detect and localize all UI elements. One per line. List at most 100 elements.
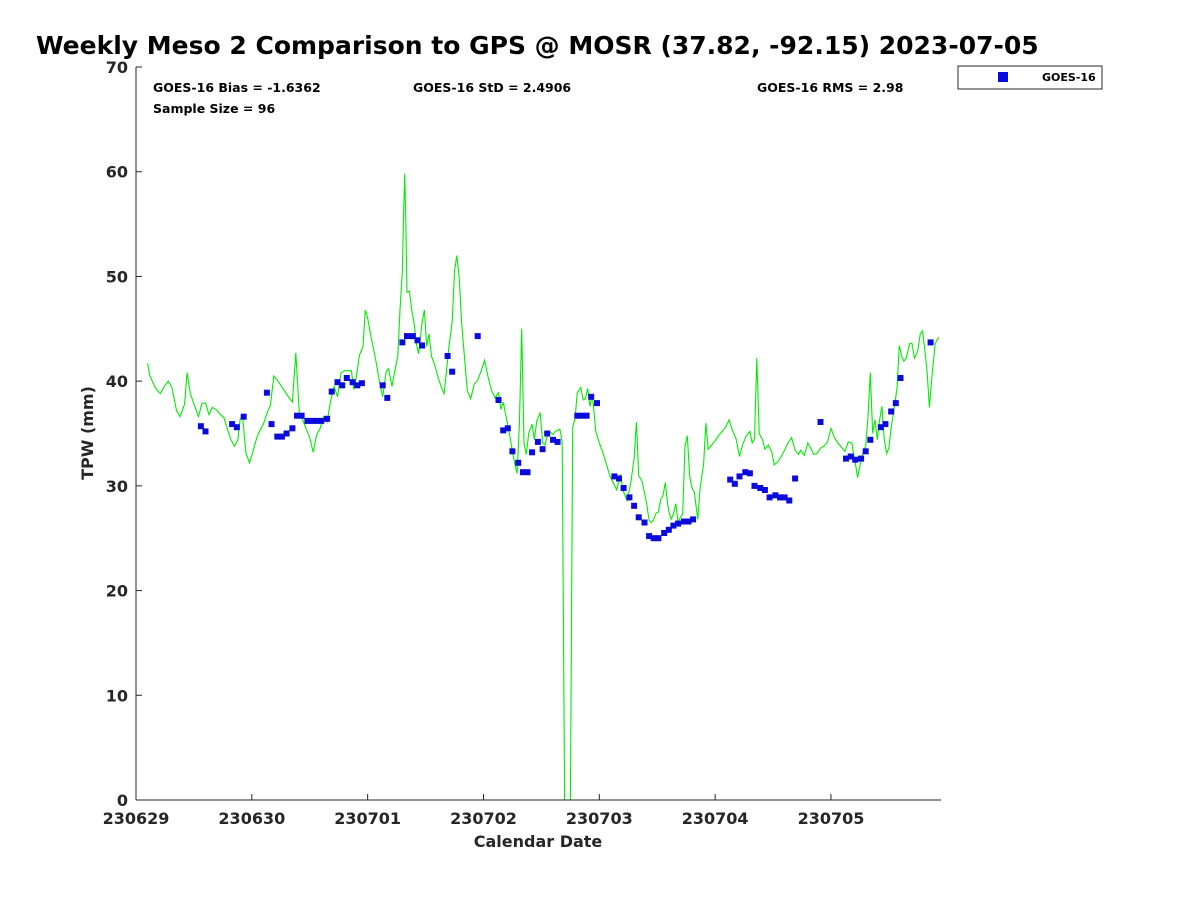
- goes16-point: [233, 424, 240, 431]
- goes16-point: [289, 425, 296, 432]
- goes16-point: [449, 368, 456, 375]
- goes16-point: [757, 485, 764, 491]
- goes16-point: [309, 417, 316, 424]
- goes16-point: [444, 353, 451, 359]
- goes16-point: [263, 389, 270, 396]
- y-tick-label: 60: [106, 163, 128, 182]
- y-tick-label: 50: [106, 267, 128, 286]
- chart-title: Weekly Meso 2 Comparison to GPS @ MOSR (…: [36, 31, 1039, 60]
- x-axis-label: Calendar Date: [474, 832, 603, 851]
- goes16-point: [318, 417, 325, 424]
- goes16-point: [847, 453, 854, 460]
- goes16-point: [574, 412, 581, 419]
- goes16-point: [414, 337, 421, 344]
- goes16-series-markers: [197, 333, 934, 542]
- y-axis-ticks: 0 10 20 30 40 50 60 70: [106, 58, 142, 810]
- goes16-point: [690, 516, 697, 523]
- goes16-point: [626, 494, 633, 501]
- goes16-point: [620, 485, 627, 491]
- goes16-point: [635, 514, 642, 521]
- legend-box: [957, 65, 1103, 90]
- goes16-point: [792, 475, 799, 482]
- goes16-point: [328, 388, 335, 395]
- goes16-point: [731, 480, 738, 487]
- goes16-point: [892, 400, 899, 407]
- goes16-point: [554, 438, 561, 445]
- goes16-point: [751, 482, 758, 489]
- goes16-point: [229, 421, 236, 428]
- x-tick-label: 230702: [450, 809, 517, 828]
- y-tick-label: 0: [117, 791, 128, 810]
- x-tick-label: 230630: [218, 809, 285, 828]
- goes16-point: [777, 494, 783, 501]
- goes16-point: [665, 526, 672, 533]
- goes16-point: [500, 427, 507, 434]
- goes16-point: [888, 408, 895, 415]
- goes16-point: [339, 382, 346, 389]
- goes16-point: [611, 473, 618, 480]
- goes16-point: [419, 342, 426, 349]
- goes16-point: [727, 476, 734, 483]
- goes16-point: [927, 339, 934, 346]
- legend-label-goes16: GOES-16: [1042, 71, 1096, 84]
- goes16-point: [334, 379, 341, 386]
- y-tick-label: 10: [106, 686, 128, 705]
- goes16-point: [680, 518, 687, 525]
- goes16-point: [862, 448, 869, 455]
- goes16-point: [766, 494, 773, 501]
- goes16-point: [474, 333, 481, 340]
- goes16-point: [404, 333, 410, 340]
- goes16-point: [278, 433, 285, 440]
- goes16-point: [313, 417, 320, 424]
- goes16-point: [746, 470, 753, 477]
- goes16-point: [509, 448, 516, 455]
- goes16-point: [616, 475, 622, 482]
- gps-line-segment: [147, 173, 940, 801]
- goes16-point: [197, 423, 204, 430]
- legend-marker-goes16: [998, 72, 1008, 82]
- x-tick-label: 230629: [103, 809, 170, 828]
- goes16-point: [304, 417, 311, 424]
- goes16-point: [274, 433, 281, 440]
- goes16-point: [324, 415, 331, 422]
- goes16-point: [409, 333, 416, 340]
- goes16-point: [524, 469, 531, 476]
- goes16-point: [641, 519, 648, 526]
- x-tick-label: 230705: [798, 809, 865, 828]
- goes16-point: [504, 425, 511, 432]
- goes16-point: [240, 413, 247, 420]
- goes16-point: [515, 459, 522, 466]
- goes16-point: [294, 412, 300, 419]
- goes16-point: [882, 421, 889, 428]
- goes16-point: [650, 535, 657, 542]
- goes16-point: [534, 438, 541, 445]
- goes16-point: [646, 533, 653, 540]
- goes16-point: [588, 393, 595, 400]
- std-stat: GOES-16 StD = 2.4906: [413, 80, 571, 95]
- goes16-point: [384, 394, 391, 401]
- x-tick-label: 230704: [682, 809, 749, 828]
- x-axis-ticks: 230629 230630 230701 230702 230703 230704 2307…: [103, 794, 865, 828]
- goes16-point: [742, 469, 749, 476]
- sample-size-stat: Sample Size = 96: [153, 101, 275, 116]
- legend: GOES-16: [957, 65, 1103, 90]
- x-tick-label: 230701: [334, 809, 401, 828]
- goes16-point: [843, 455, 849, 462]
- goes16-point: [578, 412, 585, 419]
- goes16-point: [761, 487, 768, 493]
- y-tick-label: 20: [106, 582, 128, 601]
- goes16-point: [817, 419, 824, 425]
- goes16-point: [268, 421, 275, 428]
- goes16-point: [594, 400, 600, 407]
- goes16-point: [298, 412, 305, 419]
- goes16-point: [736, 473, 743, 480]
- goes16-point: [852, 456, 859, 463]
- goes16-point: [283, 430, 290, 437]
- goes16-point: [495, 397, 502, 403]
- goes16-point: [877, 424, 884, 431]
- goes16-point: [358, 380, 365, 387]
- goes16-point: [897, 375, 904, 381]
- goes16-point: [349, 379, 356, 386]
- goes16-point: [772, 492, 779, 499]
